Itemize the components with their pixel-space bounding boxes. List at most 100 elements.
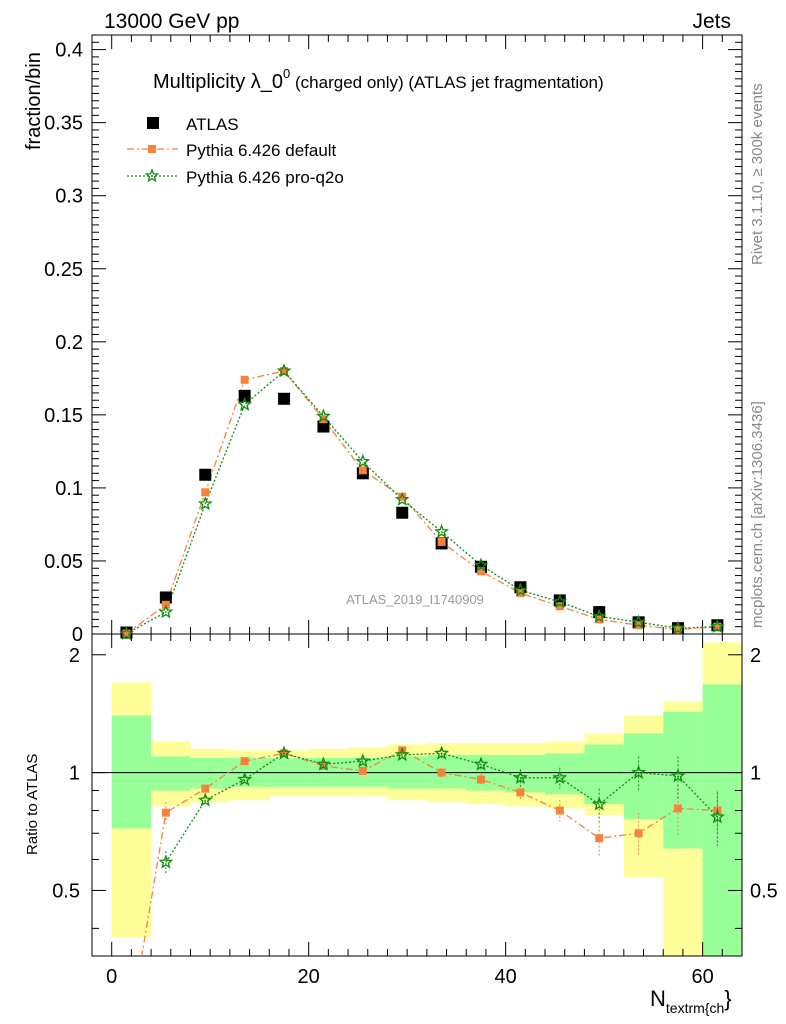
legend-marker-atlas xyxy=(147,117,159,129)
header-right: Jets xyxy=(692,10,731,33)
main-y-tick-label: 0.2 xyxy=(55,332,83,354)
ratio-point-proq2o xyxy=(552,769,568,785)
ratio-point-default xyxy=(358,766,367,775)
ratio-frame xyxy=(91,633,743,957)
band-inner-bin xyxy=(111,715,152,829)
plot-title-main: Multiplicity λ_0 xyxy=(153,71,283,93)
legend-label-proq2o: Pythia 6.426 pro-q2o xyxy=(186,168,344,187)
data-point-proq2o xyxy=(513,582,528,597)
main-ylabel: fraction/bin xyxy=(23,52,45,150)
main-y-tick-label: 0.05 xyxy=(44,551,83,573)
x-axis-label-close: } xyxy=(724,986,731,1011)
main-y-tick-label: 0 xyxy=(72,624,83,646)
ratio-point-proq2o xyxy=(197,792,213,807)
ratio-point-proq2o xyxy=(434,745,449,760)
band-inner-bin xyxy=(623,733,664,820)
main-y-tick-label: 0.15 xyxy=(44,405,83,427)
band-inner-bin xyxy=(190,757,230,789)
main-y-tick-label: 0.1 xyxy=(55,478,83,500)
legend: ATLAS Pythia 6.426 default Pythia 6.426 … xyxy=(127,115,344,187)
ratio-bands xyxy=(111,642,742,956)
data-point-proq2o xyxy=(315,408,331,423)
ratio-point-proq2o xyxy=(473,756,489,771)
band-inner-bin xyxy=(151,756,191,791)
ratio-point-default xyxy=(673,804,682,813)
legend-marker-default xyxy=(148,145,156,153)
band-inner-bin xyxy=(545,753,585,795)
data-point-proq2o xyxy=(473,557,489,572)
data-point-atlas xyxy=(159,591,172,604)
ratio-point-proq2o xyxy=(591,796,607,811)
x-axis-label: Ntextrm{ch} xyxy=(650,986,732,1016)
ratio-point-proq2o xyxy=(315,756,331,771)
ratio-point-default xyxy=(240,757,249,766)
legend-star-shape xyxy=(144,168,160,183)
data-point-atlas xyxy=(199,468,212,481)
data-point-default xyxy=(122,629,131,638)
data-point-proq2o xyxy=(631,614,646,629)
ratio-point-proq2o xyxy=(394,747,410,762)
ratio-y-tick-label-right: 1 xyxy=(750,763,761,785)
data-point-atlas xyxy=(317,420,330,433)
ratio-point-default xyxy=(437,768,446,777)
legend-label-atlas: ATLAS xyxy=(186,115,239,134)
data-point-proq2o xyxy=(276,363,292,378)
ratio-point-default xyxy=(634,829,643,838)
ratio-y-tick-label-left: 0.5 xyxy=(52,880,80,902)
x-tick-label: 0 xyxy=(106,966,117,988)
ratio-point-proq2o xyxy=(710,809,725,824)
data-point-default xyxy=(713,622,722,631)
legend-label-default: Pythia 6.426 default xyxy=(186,141,337,160)
data-point-proq2o xyxy=(434,523,449,539)
ratio-point-default xyxy=(516,788,525,797)
ratio-point-proq2o xyxy=(276,745,292,760)
legend-marker-proq2o xyxy=(144,168,160,183)
data-point-default xyxy=(280,367,289,376)
ratio-point-proq2o xyxy=(513,769,528,785)
data-point-proq2o xyxy=(237,396,253,411)
data-point-default xyxy=(673,625,682,634)
main-y-tick-label: 0.25 xyxy=(44,259,83,281)
main-series xyxy=(119,363,725,641)
data-point-proq2o xyxy=(158,604,174,619)
ratio-series xyxy=(141,745,725,956)
ratio-ylabel: Ratio to ATLAS xyxy=(24,754,41,855)
series-line-py_default xyxy=(126,370,718,635)
ratio-point-proq2o xyxy=(631,764,646,779)
data-point-default xyxy=(201,488,210,497)
plot-title-rest: (charged only) (ATLAS jet fragmentation) xyxy=(290,73,603,92)
data-point-proq2o xyxy=(670,620,686,635)
band-inner-bin xyxy=(584,744,624,805)
ratio-point-default xyxy=(595,834,604,843)
data-point-proq2o xyxy=(710,618,725,633)
axis-ticks xyxy=(92,35,743,956)
ratio-point-proq2o xyxy=(355,753,371,768)
ratio-point-default xyxy=(161,808,170,817)
data-point-proq2o xyxy=(119,625,134,641)
data-point-proq2o xyxy=(355,453,371,468)
main-y-tick-label: 0.3 xyxy=(55,186,83,208)
data-point-default xyxy=(477,567,486,576)
x-tick-label: 60 xyxy=(691,966,713,988)
x-axis-label-sub: textrm{ch xyxy=(666,1000,724,1016)
data-point-atlas xyxy=(278,392,291,405)
ratio-clipped-group xyxy=(141,745,725,956)
data-point-default xyxy=(358,466,367,475)
plot-title-sup: 0 xyxy=(283,66,290,81)
data-point-proq2o xyxy=(552,594,568,609)
data-point-proq2o xyxy=(197,496,213,511)
x-axis-label-main: N xyxy=(650,986,666,1011)
data-point-atlas xyxy=(396,506,409,519)
mcplots-label: mcplots.cern.ch [arXiv:1306.3436] xyxy=(749,401,766,628)
ratio-y-tick-label-left: 2 xyxy=(69,645,80,667)
x-tick-label: 20 xyxy=(298,966,320,988)
data-point-proq2o xyxy=(591,608,607,623)
ratio-point-default xyxy=(201,784,210,793)
data-point-default xyxy=(240,375,249,384)
ratio-point-proq2o xyxy=(670,768,686,783)
rivet-label: Rivet 3.1.10, ≥ 300k events xyxy=(749,83,766,265)
ratio-point-default xyxy=(555,806,564,815)
data-point-proq2o xyxy=(394,491,410,506)
